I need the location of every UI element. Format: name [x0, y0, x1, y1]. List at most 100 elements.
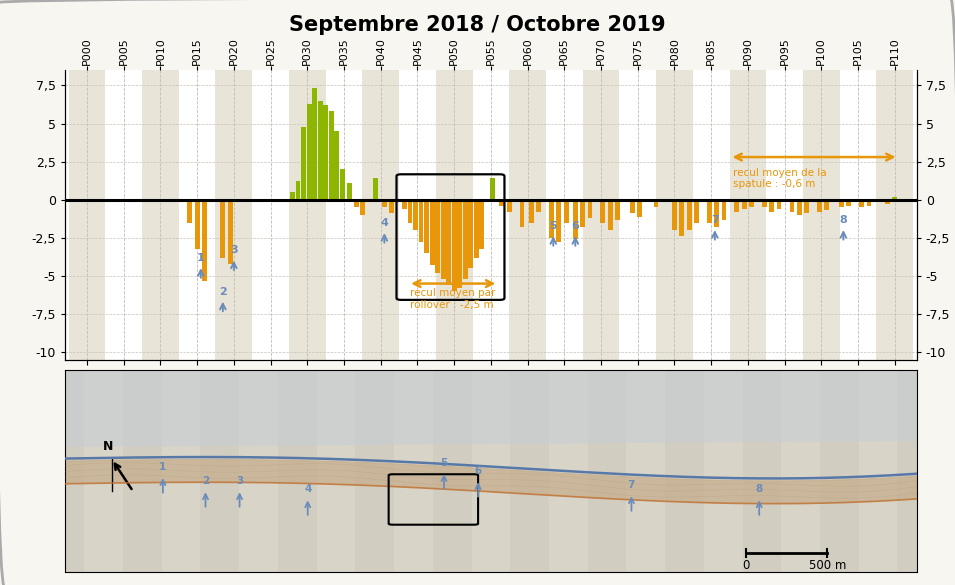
Bar — [474, 199, 478, 257]
Bar — [307, 104, 311, 199]
Bar — [536, 199, 541, 212]
Text: recul moyen de la
spatule : -0,6 m: recul moyen de la spatule : -0,6 m — [733, 168, 827, 190]
Bar — [776, 199, 781, 209]
Bar — [509, 70, 546, 360]
Bar — [318, 101, 323, 199]
Bar — [730, 70, 766, 360]
Bar — [296, 181, 301, 199]
Text: 8: 8 — [755, 484, 763, 494]
Bar — [354, 199, 359, 207]
Bar — [414, 199, 418, 230]
Bar — [892, 198, 897, 199]
Bar — [583, 70, 620, 360]
Bar — [69, 70, 105, 360]
Bar — [615, 199, 620, 219]
Bar — [573, 199, 578, 239]
Text: 3: 3 — [236, 476, 244, 486]
Bar — [707, 199, 711, 223]
Bar — [817, 199, 822, 212]
Bar — [877, 70, 913, 360]
Bar — [637, 199, 642, 216]
Text: Septembre 2018 / Octobre 2019: Septembre 2018 / Octobre 2019 — [289, 15, 666, 35]
Bar — [762, 199, 767, 207]
Bar — [435, 199, 440, 273]
Bar — [790, 199, 795, 212]
Text: 5: 5 — [440, 458, 448, 468]
Bar — [679, 199, 684, 236]
Bar — [529, 199, 534, 223]
Bar — [430, 199, 435, 265]
Text: 2: 2 — [202, 476, 209, 486]
Bar — [289, 70, 326, 360]
Bar — [372, 178, 377, 199]
Text: 1: 1 — [159, 462, 166, 472]
Bar — [479, 199, 484, 249]
Bar — [402, 199, 407, 209]
Text: 7: 7 — [711, 215, 719, 225]
Bar — [549, 199, 554, 238]
Text: 4: 4 — [380, 218, 389, 228]
Bar — [446, 199, 451, 285]
Text: 500 m: 500 m — [809, 559, 846, 572]
Bar — [630, 199, 635, 214]
Bar — [418, 199, 423, 242]
Bar — [607, 199, 612, 230]
Text: N: N — [102, 440, 113, 453]
Bar — [329, 111, 333, 199]
Bar — [201, 370, 239, 572]
Bar — [187, 199, 192, 223]
Text: 6: 6 — [475, 466, 481, 476]
Bar — [581, 199, 585, 227]
Bar — [390, 199, 394, 214]
Bar — [846, 199, 851, 206]
Bar — [123, 370, 161, 572]
Bar — [340, 169, 345, 199]
Bar — [312, 88, 317, 199]
Text: 0: 0 — [743, 559, 750, 572]
Bar — [507, 199, 512, 212]
Bar — [221, 199, 225, 257]
Bar — [408, 199, 413, 223]
Bar — [424, 199, 429, 253]
Bar — [601, 199, 605, 223]
Text: 2: 2 — [219, 287, 226, 297]
Text: 4: 4 — [304, 484, 311, 494]
Bar — [734, 199, 739, 212]
Text: 6: 6 — [571, 221, 580, 231]
Bar — [463, 199, 468, 279]
Bar — [839, 199, 844, 207]
Bar — [510, 370, 549, 572]
Bar — [334, 131, 339, 199]
Bar — [290, 192, 295, 199]
Bar — [323, 105, 328, 199]
Bar — [820, 370, 859, 572]
Bar — [587, 199, 592, 218]
Bar — [216, 70, 252, 360]
Bar — [490, 178, 495, 199]
Text: 1: 1 — [197, 253, 204, 263]
Bar — [694, 199, 699, 223]
Bar — [824, 199, 829, 211]
Bar — [743, 370, 781, 572]
Bar — [360, 199, 365, 215]
Bar — [195, 199, 200, 249]
Bar — [714, 199, 719, 227]
Bar — [435, 70, 473, 360]
Bar — [885, 199, 890, 204]
Polygon shape — [65, 370, 917, 447]
Bar — [749, 199, 753, 207]
Bar — [301, 126, 306, 199]
Bar — [672, 199, 677, 230]
Bar — [355, 370, 394, 572]
Text: 7: 7 — [627, 480, 635, 490]
Bar — [46, 370, 84, 572]
Bar — [656, 70, 692, 360]
Bar — [860, 199, 864, 207]
Bar — [452, 199, 456, 291]
Bar — [278, 370, 317, 572]
Text: 8: 8 — [839, 215, 847, 225]
Bar — [804, 199, 809, 214]
Text: 5: 5 — [549, 221, 557, 231]
Bar — [468, 199, 473, 269]
Bar — [803, 70, 839, 360]
